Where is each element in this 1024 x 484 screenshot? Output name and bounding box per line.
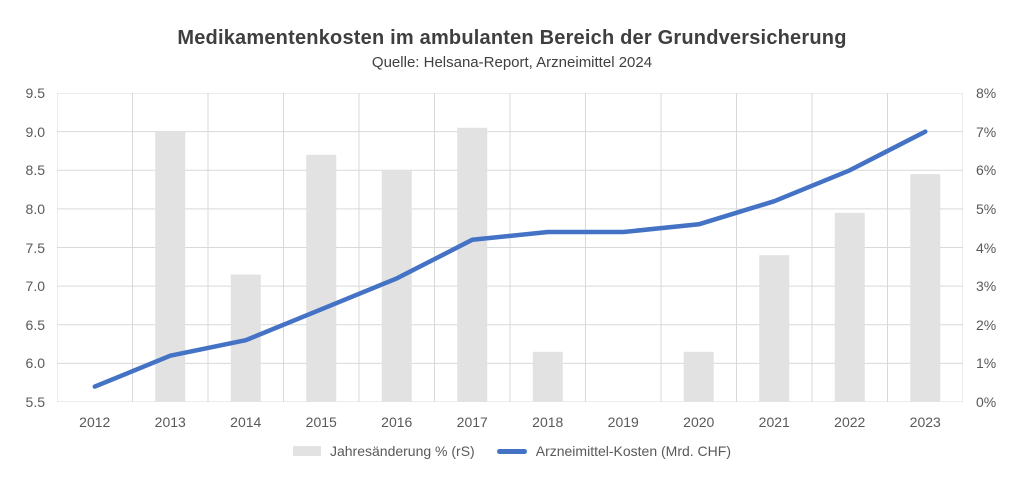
- bar-2022: [834, 212, 865, 402]
- right-axis-tick-label: 4%: [976, 239, 997, 256]
- chart-subtitle: Quelle: Helsana-Report, Arzneimittel 202…: [371, 54, 653, 71]
- bar-2021: [759, 255, 790, 402]
- right-axis-tick-label: 0%: [976, 394, 997, 410]
- left-axis-tick-label: 6.5: [25, 316, 45, 333]
- x-axis-tick-label: 2016: [381, 414, 413, 430]
- x-axis-tick-label: 2019: [607, 414, 639, 430]
- right-axis-tick-label: 8%: [976, 85, 997, 101]
- right-axis-tick-label: 1%: [976, 355, 997, 372]
- left-axis-tick-label: 6.0: [25, 355, 45, 372]
- legend-label-bar-series: Jahresänderung % (rS): [329, 443, 475, 459]
- left-axis-tick-label: 8.0: [25, 200, 45, 217]
- right-axis-tick-label: 7%: [976, 123, 997, 140]
- bar-2018: [532, 351, 563, 402]
- legend-label-line-series: Arzneimittel-Kosten (Mrd. CHF): [535, 443, 731, 459]
- bar-2015: [306, 154, 337, 402]
- x-axis-tick-label: 2015: [305, 414, 337, 430]
- x-axis-tick-label: 2021: [758, 414, 790, 430]
- right-axis-tick-label: 5%: [976, 200, 997, 217]
- x-axis-tick-label: 2018: [532, 414, 564, 430]
- left-axis-tick-label: 9.0: [25, 123, 45, 140]
- bar-2020: [683, 351, 714, 402]
- left-axis-tick-label: 7.0: [25, 278, 45, 295]
- cost-line: [92, 129, 928, 389]
- x-axis-tick-label: 2022: [834, 414, 866, 430]
- bar-2016: [381, 170, 412, 402]
- x-axis-tick-label: 2014: [230, 414, 262, 430]
- bar-swatch-icon: [292, 446, 321, 456]
- bar-2023: [910, 174, 941, 402]
- left-axis-tick-label: 7.5: [25, 239, 45, 256]
- legend: Jahresänderung % (rS) Arzneimittel-Koste…: [0, 443, 1024, 459]
- legend-item-bar-series: Jahresänderung % (rS): [292, 443, 475, 459]
- legend-item-line-series: Arzneimittel-Kosten (Mrd. CHF): [496, 443, 731, 459]
- right-axis-tick-label: 2%: [976, 316, 997, 333]
- x-axis-tick-label: 2017: [456, 414, 488, 430]
- left-axis-tick-label: 5.5: [25, 394, 45, 410]
- chart-title: Medikamentenkosten im ambulanten Bereich…: [177, 27, 847, 49]
- x-axis-tick-label: 2023: [909, 414, 941, 430]
- x-axis-tick-label: 2013: [154, 414, 186, 430]
- plot-area: [57, 93, 963, 402]
- x-axis-tick-label: 2020: [683, 414, 715, 430]
- x-axis-tick-label: 2012: [79, 414, 111, 430]
- left-axis-tick-label: 9.5: [25, 85, 45, 101]
- line-swatch-icon: [496, 448, 527, 454]
- right-axis-tick-label: 6%: [976, 162, 997, 179]
- right-axis-tick-label: 3%: [976, 278, 997, 295]
- left-axis-tick-label: 8.5: [25, 162, 45, 179]
- bar-2017: [457, 127, 488, 402]
